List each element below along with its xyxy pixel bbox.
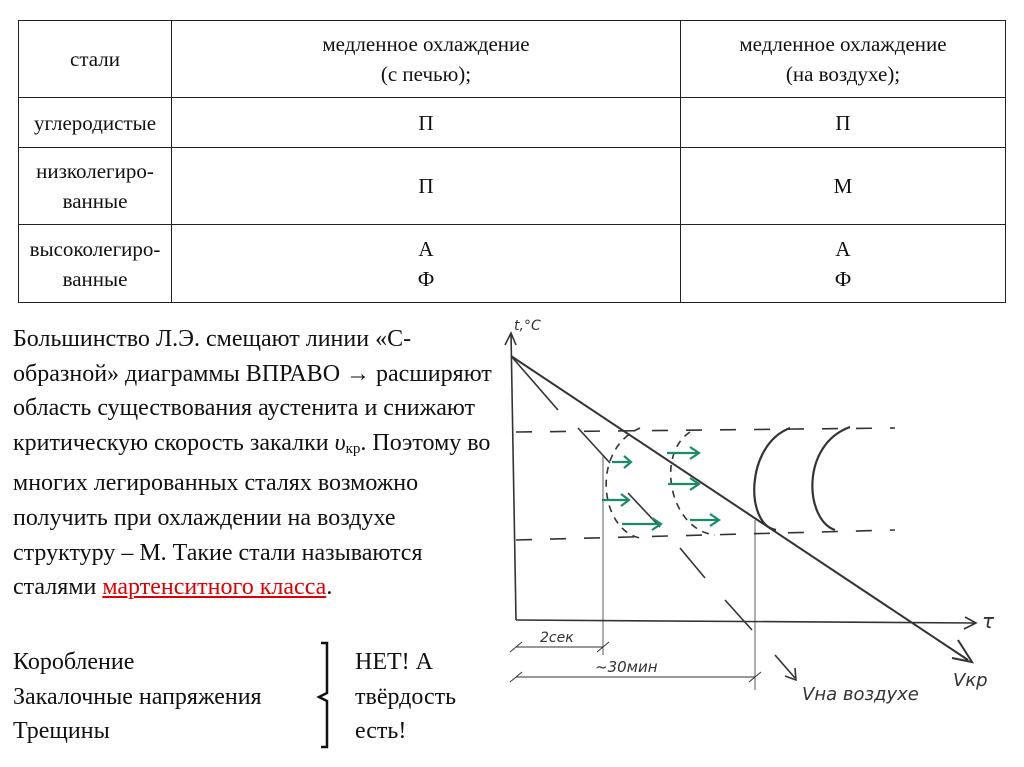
dim-30min (509, 671, 762, 683)
cell-steel: углеродистые (18, 97, 172, 148)
header-furnace: медленное охлаждение (с печью); (171, 20, 681, 98)
arrow-right-icon (667, 446, 701, 460)
table-row: низколегиро- ванные П М (18, 147, 1006, 225)
answer-line: есть! (355, 718, 407, 744)
x-axis-label: τ (982, 609, 995, 633)
table-header-row: стали медленное охлаждение (с печью); ме… (18, 20, 1006, 98)
c-curve-start-shifted (753, 426, 791, 532)
answer-line: твёрдость (355, 683, 457, 710)
label-30min: ~30мин (595, 658, 658, 676)
defects-list: Коробление Закалочные напряжения Трещины (13, 645, 262, 749)
answer-line: НЕТ! А (355, 649, 433, 675)
label-2sec: 2сек (540, 630, 574, 646)
header-air: медленное охлаждение (на воздухе); (680, 20, 1006, 98)
y-axis-label: t,°C (514, 318, 541, 334)
v-air-dashed-line (510, 355, 797, 682)
arrow-right-icon (622, 517, 663, 531)
x-axis (515, 616, 978, 630)
text-part: . (326, 574, 333, 601)
vkr-line (510, 355, 975, 664)
answer-text: НЕТ! А твёрдость есть! (355, 645, 456, 749)
y-axis (504, 331, 517, 621)
lower-dashed-line (515, 529, 896, 541)
v-symbol: υ (334, 429, 346, 456)
dim-2sec (509, 641, 610, 653)
steel-cooling-table: стали медленное охлаждение (с печью); ме… (18, 20, 1006, 303)
arrow-right-icon (612, 455, 633, 469)
cell-air: А Ф (680, 224, 1006, 303)
shift-arrows (602, 446, 721, 531)
header-text: стали (70, 47, 120, 71)
cell-air: П (680, 97, 1006, 148)
cell-steel: низколегиро- ванные (18, 147, 172, 225)
cell-furnace: П (171, 147, 681, 225)
upper-dashed-line (515, 427, 896, 433)
c-curve-end-shifted (811, 425, 851, 532)
defect-item: Закалочные напряжения (13, 683, 262, 710)
v-subscript: кр (345, 440, 361, 457)
defect-item: Коробление (13, 649, 135, 675)
arrow-right-icon (690, 513, 721, 527)
arrow-right-icon (668, 477, 701, 491)
explanation-text: Большинство Л.Э. смещают линии «С-образн… (13, 322, 503, 605)
brace-icon (316, 641, 329, 749)
table-row: высоколегиро- ванные А Ф А Ф (18, 224, 1006, 303)
defect-item: Трещины (13, 718, 110, 744)
text-part: . Поэтому во многих легированных сталях … (13, 429, 491, 601)
header-steel: стали (18, 20, 172, 98)
cell-air: М (680, 147, 1006, 225)
highlight-martensitic-class: мартенситного класса (102, 574, 327, 601)
arrow-right-icon (602, 493, 631, 507)
cell-furnace: А Ф (171, 224, 681, 303)
c-curve-end-dashed (669, 431, 716, 536)
text-part: Большинство Л.Э. смещают линии «С-образн… (13, 326, 492, 456)
c-curve-start-dashed (605, 427, 641, 539)
label-v-air: Vна воздухе (802, 684, 919, 705)
cell-steel: высоколегиро- ванные (18, 224, 172, 303)
label-vkr: Vкр (953, 670, 988, 691)
